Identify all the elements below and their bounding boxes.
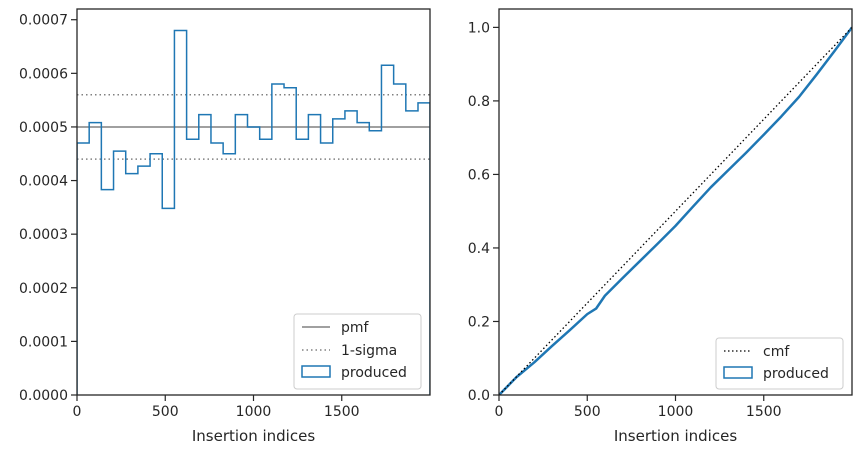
- x-tick-label: 0: [495, 404, 504, 420]
- produced-cumulative-line: [499, 26, 852, 395]
- x-tick-label: 1000: [658, 404, 694, 420]
- legend-box: [293, 313, 422, 390]
- y-tick-label: 0.0003: [19, 227, 68, 243]
- left-chart-panel: 0 500 1000 1500 0.0000 0.0001 0.0002 0.0003 0.00…: [19, 8, 431, 445]
- x-tick-label: 1500: [746, 404, 782, 420]
- x-tick-label: 0: [73, 404, 82, 420]
- y-tick-label: 0.0006: [19, 66, 68, 82]
- y-tick-label: 0.0005: [19, 120, 68, 136]
- y-tick-label: 0.0007: [19, 13, 68, 29]
- y-tick-label: 1.0: [468, 20, 490, 36]
- x-tick-label: 1000: [236, 404, 272, 420]
- legend-swatch-produced: [723, 366, 753, 379]
- legend-label-1-sigma: 1-sigma: [341, 343, 397, 359]
- y-tick-label: 0.0: [468, 388, 490, 404]
- y-tick-label: 0.0001: [19, 334, 68, 350]
- right-chart-panel: 0 500 1000 1500 0.0 0.2 0.4 0.6 0.8 1.0 Insertion …: [468, 8, 853, 445]
- plot-frame: [76, 8, 431, 396]
- plot-area: [77, 29, 430, 395]
- x-tick-label: 500: [152, 404, 179, 420]
- y-tick-label: 0.0000: [19, 388, 68, 404]
- x-tick-label: 500: [574, 404, 601, 420]
- y-tick-label: 0.2: [468, 314, 490, 330]
- y-tick-label: 0.0002: [19, 281, 68, 297]
- legend: cmf produced: [715, 337, 844, 390]
- legend-label-cmf: cmf: [763, 344, 790, 360]
- legend: pmf 1-sigma produced: [293, 313, 422, 390]
- legend-label-pmf: pmf: [341, 320, 370, 336]
- legend-swatch-produced: [301, 365, 331, 378]
- y-tick-label: 0.8: [468, 94, 490, 110]
- cmf-line: [499, 26, 852, 395]
- legend-label-produced: produced: [763, 366, 829, 382]
- y-tick-label: 0.4: [468, 241, 490, 257]
- legend-box: [715, 337, 844, 390]
- x-tick-label: 1500: [324, 404, 360, 420]
- x-axis-label: Insertion indices: [192, 427, 315, 445]
- y-tick-label: 0.0004: [19, 174, 68, 190]
- plot-area: [499, 26, 852, 395]
- legend-label-produced: produced: [341, 365, 407, 381]
- histogram-step-outline: [77, 29, 430, 395]
- plot-frame: [498, 8, 853, 396]
- y-tick-label: 0.6: [468, 167, 490, 183]
- x-axis-label: Insertion indices: [614, 427, 737, 445]
